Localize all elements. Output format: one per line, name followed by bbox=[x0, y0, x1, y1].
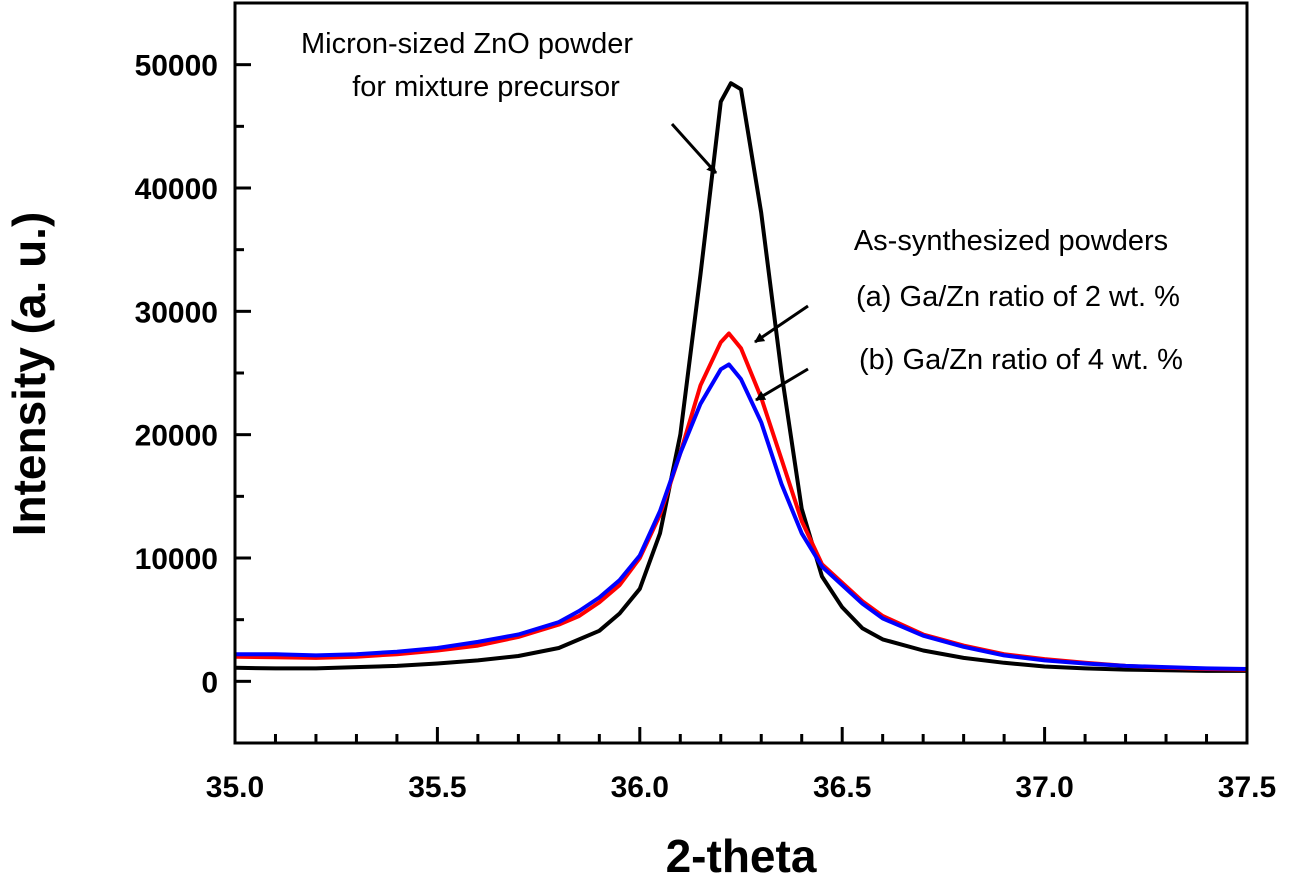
series-line-0 bbox=[234, 81, 1247, 673]
series-line-1 bbox=[234, 331, 1248, 672]
y-axis-title: Intensity (a. u.) bbox=[3, 212, 55, 537]
annotation-series-b: (b) Ga/Zn ratio of 4 wt. % bbox=[859, 344, 1183, 376]
x-tick-label: 37.0 bbox=[1015, 771, 1073, 804]
y-tick-label: 40000 bbox=[135, 173, 218, 206]
y-tick-label: 0 bbox=[201, 666, 218, 699]
arrow-zno bbox=[670, 122, 718, 175]
y-tick-label: 30000 bbox=[135, 296, 218, 329]
x-tick-label: 35.5 bbox=[408, 771, 466, 804]
y-axis-ticks: 0 10000 20000 30000 40000 50000 bbox=[135, 1, 251, 745]
x-tick-label: 35.0 bbox=[206, 771, 264, 804]
annotation-series-a: (a) Ga/Zn ratio of 2 wt. % bbox=[856, 281, 1180, 313]
series-layer bbox=[234, 81, 1248, 673]
x-tick-label: 37.5 bbox=[1218, 771, 1276, 804]
y-tick-label: 20000 bbox=[135, 420, 218, 453]
y-tick-label: 10000 bbox=[135, 543, 218, 576]
annotation-as-synthesized: As-synthesized powders bbox=[854, 225, 1168, 257]
y-tick-label: 50000 bbox=[135, 50, 218, 83]
x-tick-label: 36.5 bbox=[813, 771, 871, 804]
x-axis-title: 2-theta bbox=[666, 830, 817, 878]
annotation-zno-line1: Micron-sized ZnO powder bbox=[301, 28, 633, 60]
arrow-series-a bbox=[754, 304, 809, 344]
x-tick-label: 36.0 bbox=[611, 771, 669, 804]
annotation-zno-line2: for mixture precursor bbox=[352, 71, 620, 103]
arrow-series-b bbox=[755, 367, 809, 402]
annotations: Micron-sized ZnO powder for mixture prec… bbox=[301, 28, 1183, 402]
x-axis-ticks: 35.0 35.5 36.0 36.5 37.0 37.5 bbox=[206, 727, 1276, 804]
series-line-2 bbox=[235, 362, 1248, 671]
